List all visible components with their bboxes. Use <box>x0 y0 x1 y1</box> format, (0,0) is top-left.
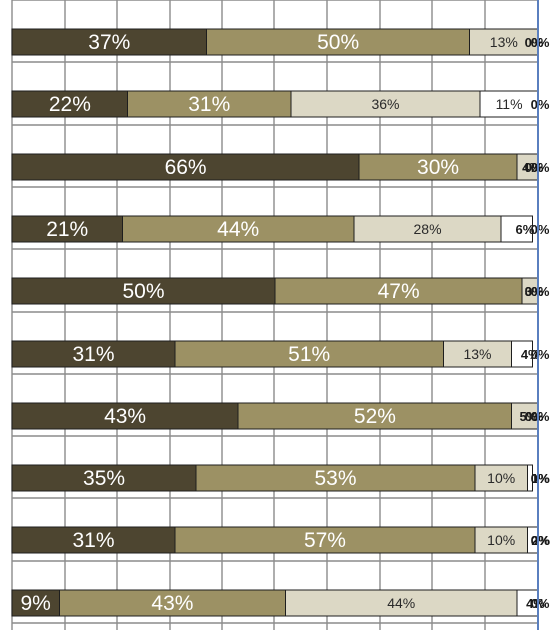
bar-segment <box>285 589 518 617</box>
bar-segment <box>474 464 528 492</box>
data-label: 0% <box>531 97 550 112</box>
data-label: 4% <box>522 160 541 175</box>
data-label: 10% <box>487 470 515 486</box>
data-label: 50% <box>122 280 164 303</box>
data-label: 22% <box>49 93 91 116</box>
bar-segment <box>11 277 276 305</box>
bar-segment <box>11 464 197 492</box>
data-label: 30% <box>417 156 459 179</box>
data-label: 0% <box>531 533 550 548</box>
data-label: 2% <box>531 533 550 548</box>
bars <box>11 28 539 617</box>
data-label: 53% <box>314 467 356 490</box>
bar-segment <box>511 340 534 368</box>
data-label: 0% <box>531 35 550 50</box>
data-label: 52% <box>354 405 396 428</box>
data-label: 4% <box>526 596 545 611</box>
data-label: 0% <box>525 35 544 50</box>
data-label: 28% <box>414 221 442 237</box>
data-label: 35% <box>83 467 125 490</box>
data-label: 31% <box>73 343 115 366</box>
data-label: 0% <box>531 347 550 362</box>
data-label: 11% <box>496 96 523 112</box>
data-label: 0% <box>525 409 544 424</box>
data-label: 66% <box>165 156 207 179</box>
data-label: 31% <box>73 529 115 552</box>
bar-segment <box>469 28 539 56</box>
data-label: 0% <box>531 409 550 424</box>
bar-segment <box>11 90 129 118</box>
data-label: 51% <box>288 343 330 366</box>
data-label: 0% <box>525 284 544 299</box>
bar-segment <box>11 153 360 181</box>
bar-segment <box>127 90 292 118</box>
bar-segment <box>500 215 534 243</box>
bar-segment <box>11 402 239 430</box>
bar-segment <box>290 90 481 118</box>
data-label: 13% <box>490 34 518 50</box>
bar-segment <box>526 464 534 492</box>
bar-segment <box>237 402 513 430</box>
data-label: 10% <box>487 532 515 548</box>
data-label: 3% <box>525 284 544 299</box>
bar-segment <box>442 340 513 368</box>
data-label: 0% <box>531 471 550 486</box>
data-label: 37% <box>88 31 130 54</box>
bar-segment <box>11 526 176 554</box>
bar-segment <box>274 277 523 305</box>
data-label: 4% <box>521 347 540 362</box>
data-label: 43% <box>151 592 193 615</box>
data-label: 13% <box>463 346 491 362</box>
bar-segment <box>358 153 518 181</box>
bar-segment <box>121 215 355 243</box>
data-label: 47% <box>378 280 420 303</box>
data-label: 43% <box>104 405 146 428</box>
bar-segment <box>511 402 539 430</box>
data-label: 1% <box>531 471 550 486</box>
data-label: 0% <box>531 596 550 611</box>
data-label: 0% <box>531 160 550 175</box>
bar-segment <box>174 340 444 368</box>
data-label: 50% <box>317 31 359 54</box>
data-label: 36% <box>371 96 399 112</box>
data-label: 44% <box>387 595 415 611</box>
bar-segment <box>353 215 502 243</box>
data-labels: 37% 50% 13% 0%0%22% 31% 36% 11% 0%66% 30% 4%0%0%2… <box>20 31 550 615</box>
data-label: 9% <box>20 592 50 615</box>
data-label: 44% <box>217 218 259 241</box>
data-label: 6% <box>516 222 535 237</box>
bar-segment <box>195 464 476 492</box>
data-label: 31% <box>188 93 230 116</box>
data-label: 21% <box>46 218 88 241</box>
data-label: 57% <box>304 529 346 552</box>
data-label: 0% <box>531 284 550 299</box>
bar-segment <box>11 589 60 617</box>
data-label: 5% <box>519 409 538 424</box>
bar-segment <box>11 215 123 243</box>
data-label: 0% <box>531 222 550 237</box>
data-label: 0% <box>525 160 544 175</box>
